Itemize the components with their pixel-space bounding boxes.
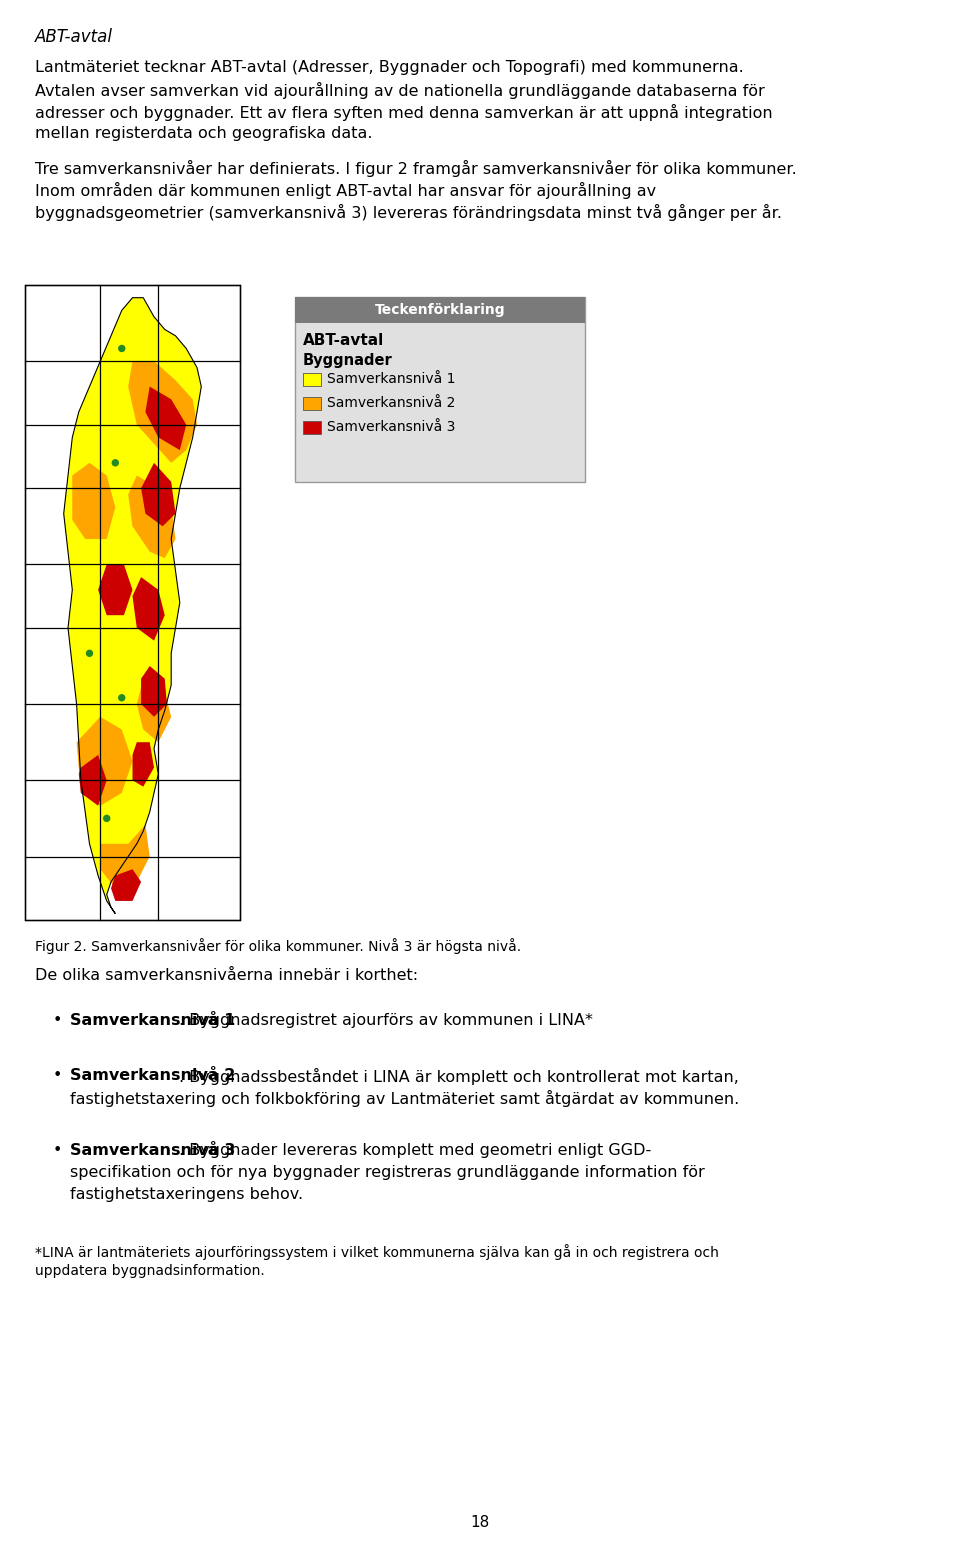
Polygon shape xyxy=(145,386,186,450)
Text: adresser och byggnader. Ett av flera syften med denna samverkan är att uppnå int: adresser och byggnader. Ett av flera syf… xyxy=(35,104,773,121)
Text: Samverkansnivå 2: Samverkansnivå 2 xyxy=(70,1067,235,1083)
Text: Byggnader: Byggnader xyxy=(303,353,393,369)
Polygon shape xyxy=(129,476,176,559)
Polygon shape xyxy=(98,565,132,615)
Polygon shape xyxy=(63,297,202,913)
Bar xyxy=(303,422,321,434)
Bar xyxy=(25,285,240,920)
Text: . Byggnadssbeståndet i LINA är komplett och kontrollerat mot kartan,: . Byggnadssbeståndet i LINA är komplett … xyxy=(179,1067,738,1085)
Text: Samverkansnivå 1: Samverkansnivå 1 xyxy=(70,1013,235,1029)
Text: Teckenförklaring: Teckenförklaring xyxy=(374,303,505,317)
Polygon shape xyxy=(77,717,132,806)
Text: De olika samverkansnivåerna innebär i korthet:: De olika samverkansnivåerna innebär i ko… xyxy=(35,968,419,983)
Text: . Byggnadsregistret ajourförs av kommunen i LINA*: . Byggnadsregistret ajourförs av kommune… xyxy=(179,1013,592,1029)
Text: ABT-avtal: ABT-avtal xyxy=(303,333,384,349)
Text: . Byggnader levereras komplett med geometri enligt GGD-: . Byggnader levereras komplett med geome… xyxy=(179,1144,651,1158)
Text: •: • xyxy=(53,1013,62,1029)
Circle shape xyxy=(86,650,92,657)
Bar xyxy=(303,397,321,409)
Circle shape xyxy=(104,815,109,822)
Text: Avtalen avser samverkan vid ajourållning av de nationella grundläggande database: Avtalen avser samverkan vid ajourållning… xyxy=(35,82,765,100)
Polygon shape xyxy=(100,825,150,888)
Text: Figur 2. Samverkansnivåer för olika kommuner. Nivå 3 är högsta nivå.: Figur 2. Samverkansnivåer för olika komm… xyxy=(35,938,521,954)
Bar xyxy=(25,285,240,920)
Polygon shape xyxy=(129,361,197,462)
Text: fastighetstaxering och folkbokföring av Lantmäteriet samt åtgärdat av kommunen.: fastighetstaxering och folkbokföring av … xyxy=(70,1091,739,1106)
Text: byggnadsgeometrier (samverkansnivå 3) levereras förändringsdata minst två gånger: byggnadsgeometrier (samverkansnivå 3) le… xyxy=(35,204,782,221)
Text: Samverkansnivå 3: Samverkansnivå 3 xyxy=(327,420,455,434)
Bar xyxy=(295,297,585,324)
Text: •: • xyxy=(53,1067,62,1083)
Text: uppdatera byggnadsinformation.: uppdatera byggnadsinformation. xyxy=(35,1263,265,1277)
Polygon shape xyxy=(72,462,115,538)
Text: Samverkansnivå 1: Samverkansnivå 1 xyxy=(327,372,455,386)
Text: specifikation och för nya byggnader registreras grundläggande information för: specifikation och för nya byggnader regi… xyxy=(70,1165,705,1179)
Text: *LINA är lantmäteriets ajourföringssystem i vilket kommunerna själva kan gå in o: *LINA är lantmäteriets ajourföringssyste… xyxy=(35,1243,719,1260)
Polygon shape xyxy=(132,577,165,641)
Text: Samverkansnivå 2: Samverkansnivå 2 xyxy=(327,395,455,409)
Text: Lantmäteriet tecknar ABT-avtal (Adresser, Byggnader och Topografi) med kommunern: Lantmäteriet tecknar ABT-avtal (Adresser… xyxy=(35,61,744,75)
Circle shape xyxy=(119,345,125,352)
Polygon shape xyxy=(141,462,176,526)
Text: Inom områden där kommunen enligt ABT-avtal har ansvar för ajourållning av: Inom områden där kommunen enligt ABT-avt… xyxy=(35,182,656,199)
Polygon shape xyxy=(79,755,107,806)
Text: ABT-avtal: ABT-avtal xyxy=(35,28,113,47)
Text: mellan registerdata och geografiska data.: mellan registerdata och geografiska data… xyxy=(35,126,372,142)
Polygon shape xyxy=(137,678,171,742)
Text: 18: 18 xyxy=(470,1516,490,1530)
Text: Tre samverkansnivåer har definierats. I figur 2 framgår samverkansnivåer för oli: Tre samverkansnivåer har definierats. I … xyxy=(35,160,797,177)
Polygon shape xyxy=(141,666,167,717)
Text: fastighetstaxeringens behov.: fastighetstaxeringens behov. xyxy=(70,1187,303,1201)
Polygon shape xyxy=(132,742,154,787)
Polygon shape xyxy=(111,870,141,901)
Bar xyxy=(303,373,321,386)
Circle shape xyxy=(112,461,118,465)
Text: Samverkansnivå 3: Samverkansnivå 3 xyxy=(70,1144,235,1158)
Text: •: • xyxy=(53,1144,62,1158)
Bar xyxy=(295,297,585,482)
Circle shape xyxy=(119,694,125,700)
